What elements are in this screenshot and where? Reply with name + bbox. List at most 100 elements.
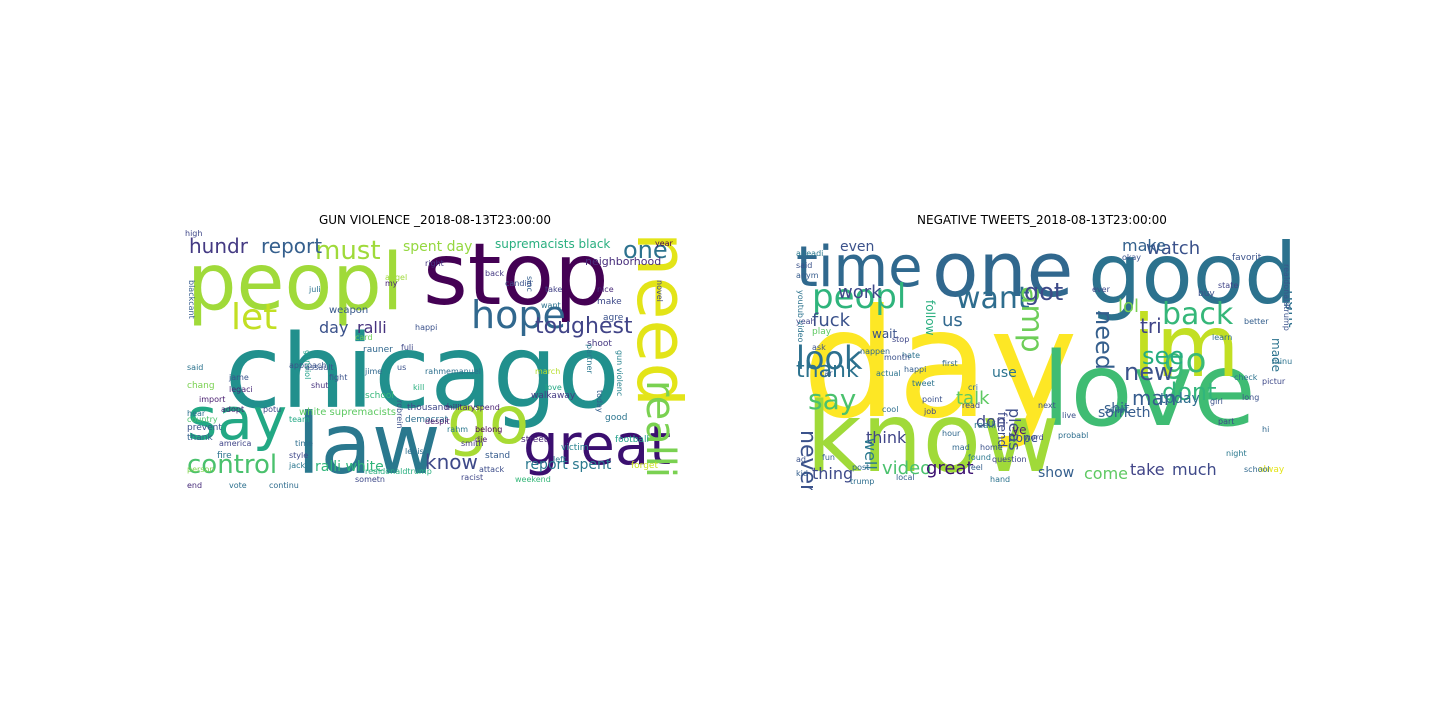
cloud-word: said: [796, 261, 813, 270]
cloud-word: shit: [1104, 401, 1130, 417]
cloud-word: back: [1162, 297, 1234, 332]
cloud-word: stop: [423, 230, 609, 325]
cloud-word: read: [962, 401, 981, 410]
cloud-word: fun: [822, 453, 835, 462]
cloud-word: know: [425, 450, 478, 474]
cloud-word: feel: [968, 463, 983, 472]
cloud-word: question: [992, 455, 1027, 464]
cloud-word: novel: [655, 280, 664, 302]
cloud-word: don: [976, 412, 1007, 431]
cloud-word: car: [820, 369, 833, 378]
cloud-word: gun violenc: [615, 350, 624, 397]
cloud-word: spent day: [403, 239, 473, 255]
cloud-word: robrein: [395, 400, 404, 429]
cloud-word: attack: [479, 465, 505, 474]
cloud-word: alreadi: [796, 249, 824, 258]
cloud-word: kill: [413, 383, 425, 392]
cloud-word: legisl: [405, 447, 426, 456]
cloud-word: die: [475, 435, 488, 444]
cloud-word: assault: [305, 363, 334, 372]
cloud-word: juli: [309, 285, 321, 294]
cloud-word: report spent: [525, 457, 612, 473]
cloud-word: day: [319, 318, 349, 337]
cloud-word: youtub video: [796, 290, 805, 343]
cloud-word: know: [806, 382, 1060, 490]
cloud-word: america: [219, 439, 252, 448]
cloud-word: import: [199, 395, 226, 404]
cloud-word: neighborhood: [585, 255, 662, 268]
cloud-word: talk: [956, 388, 990, 409]
cloud-word: wait: [872, 327, 898, 341]
cloud-word: much: [1172, 460, 1217, 479]
cloud-word: buy: [1198, 289, 1215, 299]
cloud-word: better: [1244, 317, 1269, 326]
cloud-word: stop: [892, 335, 910, 344]
cloud-word: video: [882, 458, 932, 479]
cloud-word: fuck: [812, 310, 851, 331]
cloud-word: post: [852, 463, 870, 472]
cloud-word: part: [1218, 417, 1235, 426]
cloud-word: sometn: [355, 475, 385, 484]
cloud-word: jame: [229, 373, 249, 382]
cloud-word: approach: [289, 361, 327, 370]
cloud-word: rauner: [363, 345, 393, 355]
cloud-word: long: [1242, 393, 1260, 402]
cloud-word: check: [1234, 373, 1258, 382]
cloud-word: belong: [475, 425, 503, 434]
cloud-word: legaci: [229, 385, 253, 394]
cloud-word: hope: [471, 293, 566, 337]
cloud-word: time: [796, 235, 923, 300]
cloud-word: mad: [952, 443, 970, 452]
cloud-word: home: [980, 443, 1003, 452]
cloud-word: okay: [1122, 253, 1142, 262]
cloud-word: lol: [1118, 296, 1140, 317]
cloud-word: victim: [561, 443, 589, 453]
cloud-word: let: [231, 297, 278, 338]
cloud-word: peopl: [812, 277, 907, 317]
cloud-word: month: [884, 353, 910, 362]
cloud-word: cri: [968, 383, 978, 392]
cloud-word: peopl: [187, 238, 404, 328]
cloud-word: use: [992, 365, 1017, 381]
cloud-word: report: [261, 234, 323, 258]
cloud-word: angel: [385, 273, 408, 282]
cloud-word: say: [808, 383, 857, 416]
cloud-word: hundr: [189, 234, 248, 258]
cloud-word: nice: [597, 285, 614, 294]
panel-title: NEGATIVE TWEETS_2018-08-13T23:00:00: [917, 213, 1167, 227]
cloud-word: ever: [1092, 285, 1110, 294]
cloud-word: favorit: [1232, 253, 1262, 263]
cloud-word: rahmemanuel: [425, 367, 481, 376]
cloud-word: love: [545, 383, 562, 392]
cloud-word: hear: [187, 409, 206, 418]
cloud-word: learn: [1212, 333, 1233, 342]
cloud-word: today: [595, 390, 604, 413]
cloud-word: school: [365, 391, 394, 401]
cloud-word: tri: [1140, 314, 1162, 338]
cloud-word: anym: [796, 271, 819, 280]
cloud-word: adopt: [221, 405, 245, 414]
cloud-word: realdonaldtrump: [365, 467, 432, 476]
cloud-word: my: [385, 279, 398, 288]
cloud-word: made: [1269, 338, 1283, 373]
cloud-word: probabl: [1058, 431, 1089, 440]
cloud-word: shut: [311, 381, 329, 390]
cloud-word: smith: [461, 439, 484, 448]
panel-title: GUN VIOLENCE _2018-08-13T23:00:00: [318, 213, 552, 227]
cloud-word: agre: [603, 313, 624, 323]
word-cloud: chicago stop peopl law say go great need hope let…: [185, 230, 685, 490]
cloud-word: back: [485, 269, 505, 278]
cloud-word: nappen: [860, 347, 891, 356]
cloud-word: toughest: [535, 314, 633, 339]
cloud-word: potu: [263, 405, 282, 414]
cloud-word: hour: [942, 429, 961, 438]
cloud-word: march: [535, 367, 561, 376]
cloud-word: state: [1218, 281, 1239, 290]
cloud-word: next: [1038, 401, 1056, 410]
cloud-word: continu: [269, 481, 299, 490]
cloud-word: prevent: [187, 423, 222, 433]
cloud-word: football: [615, 435, 649, 445]
cloud-word: local: [896, 473, 915, 482]
word-cloud: day love know good one im time peopl want back go d…: [792, 230, 1292, 490]
cloud-word: high: [185, 230, 203, 238]
